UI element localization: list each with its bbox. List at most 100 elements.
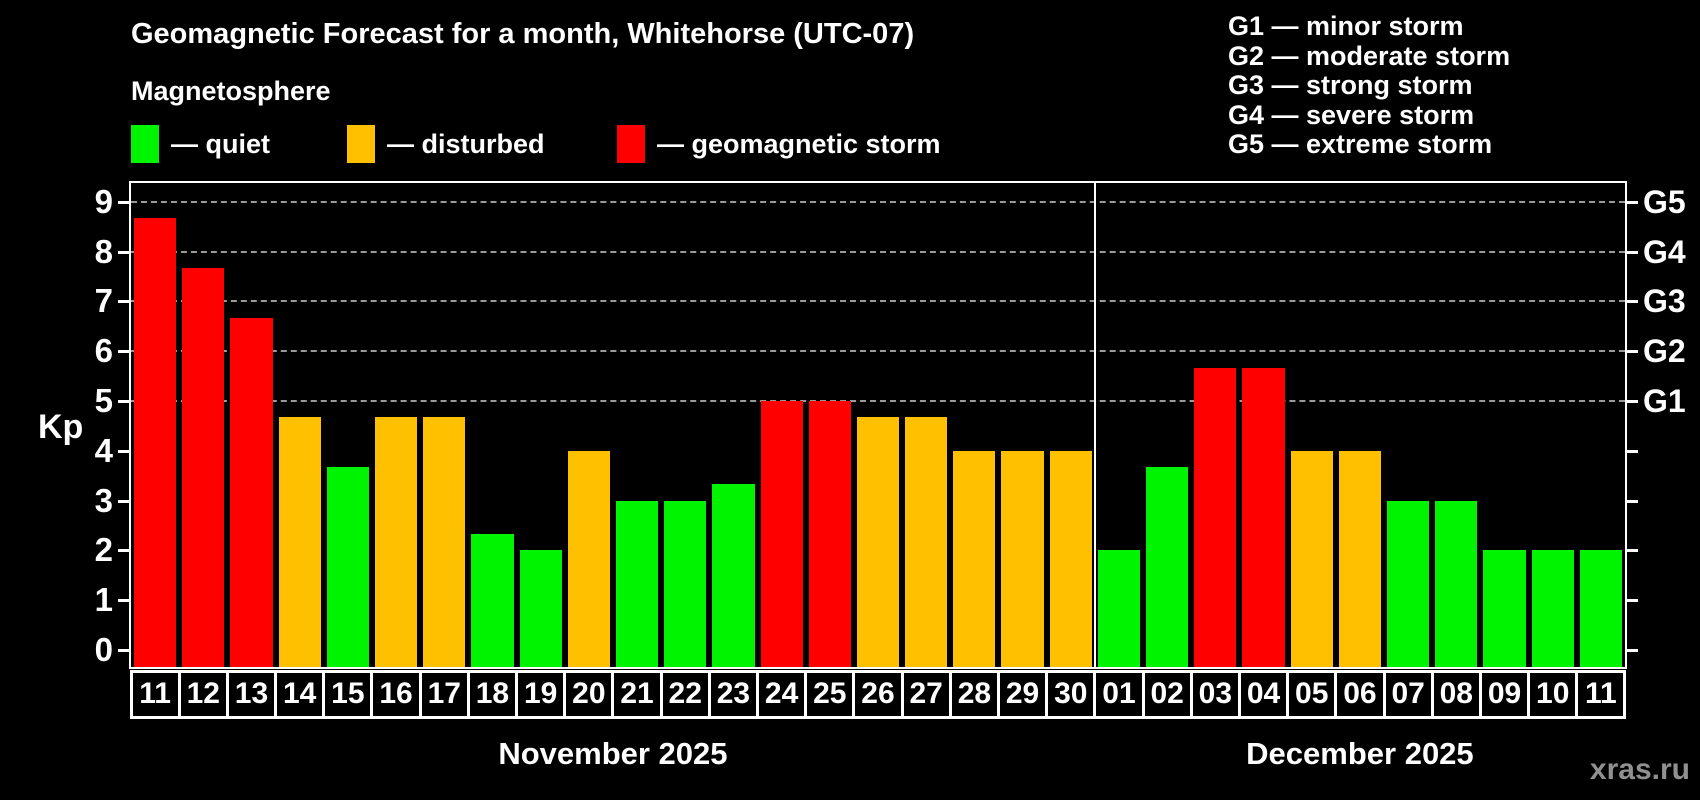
bar-nov-21 <box>615 500 659 667</box>
y-tick-label-2: 2 <box>94 531 113 569</box>
legend-label-storm: — geomagnetic storm <box>657 128 941 159</box>
legend-item-quiet: — quiet <box>131 124 270 164</box>
day-label-nov-19: 19 <box>515 670 567 719</box>
right-tick-kp-3 <box>1627 499 1638 503</box>
bar-dec-03 <box>1194 367 1237 667</box>
legend-swatch-disturbed <box>347 125 375 163</box>
bar-nov-12 <box>182 268 225 667</box>
right-tick-kp-0 <box>1627 649 1638 652</box>
day-label-nov-25: 25 <box>804 670 856 719</box>
g-scale-legend: G1 — minor storm G2 — moderate storm G3 — … <box>1228 11 1511 160</box>
right-axis-label-g4: G4 <box>1643 233 1686 270</box>
bar-nov-25 <box>808 401 851 667</box>
bar-nov-19 <box>519 550 562 667</box>
day-label-dec-05: 05 <box>1286 670 1338 719</box>
bar-nov-18 <box>471 533 514 667</box>
gridline-kp-7 <box>131 300 1625 303</box>
right-tick-kp-7 <box>1627 300 1638 304</box>
bar-dec-11 <box>1579 550 1622 667</box>
gridline-kp-8 <box>131 250 1625 253</box>
legend-label-disturbed: — disturbed <box>387 128 545 159</box>
day-label-nov-17: 17 <box>418 670 470 719</box>
month-divider <box>1093 183 1096 667</box>
right-axis-label-g1: G1 <box>1643 383 1686 419</box>
y-tick-label-4: 4 <box>94 431 113 469</box>
y-tick-label-3: 3 <box>94 481 113 519</box>
bar-nov-14 <box>278 417 321 667</box>
bar-nov-29 <box>1001 450 1044 667</box>
left-tick-kp-9 <box>118 200 129 204</box>
legend-swatch-storm <box>617 125 645 163</box>
left-tick-kp-2 <box>118 549 129 553</box>
right-axis-label-g5: G5 <box>1643 183 1686 220</box>
day-label-nov-12: 12 <box>177 670 229 719</box>
g-legend-line-g5: G5 — extreme storm <box>1228 129 1493 160</box>
bar-nov-26 <box>856 417 900 667</box>
bar-nov-27 <box>905 417 948 667</box>
day-label-nov-26: 26 <box>852 670 904 719</box>
bar-dec-02 <box>1146 467 1189 667</box>
right-tick-kp-2 <box>1627 549 1638 553</box>
gridline-kp-9 <box>131 200 1625 203</box>
left-tick-kp-7 <box>118 300 129 304</box>
bar-nov-24 <box>760 401 803 667</box>
y-tick-label-0: 0 <box>94 631 113 668</box>
legend-label-quiet: — quiet <box>171 128 270 159</box>
day-label-nov-13: 13 <box>225 670 278 719</box>
day-label-dec-02: 02 <box>1141 670 1193 719</box>
right-tick-kp-4 <box>1627 449 1638 453</box>
day-label-nov-11: 11 <box>129 670 181 719</box>
gridline-kp-6 <box>131 350 1625 353</box>
g-legend-line-g2: G2 — moderate storm <box>1228 40 1511 71</box>
y-tick-label-9: 9 <box>94 182 113 220</box>
day-label-nov-30: 30 <box>1045 670 1097 719</box>
bar-dec-06 <box>1338 450 1382 667</box>
day-label-nov-20: 20 <box>563 670 615 719</box>
left-tick-kp-0 <box>118 649 129 652</box>
y-tick-label-1: 1 <box>94 581 113 619</box>
day-label-nov-28: 28 <box>948 670 1000 719</box>
gridline-kp-5 <box>131 400 1625 402</box>
y-tick-label-7: 7 <box>94 282 113 320</box>
day-label-dec-06: 06 <box>1334 670 1386 719</box>
bar-nov-22 <box>664 500 707 667</box>
bar-nov-15 <box>326 467 369 667</box>
right-tick-kp-6 <box>1627 350 1638 354</box>
g-legend-line-g4: G4 — severe storm <box>1228 99 1475 130</box>
plot-area <box>129 181 1627 669</box>
bar-nov-16 <box>374 417 418 667</box>
left-tick-kp-1 <box>118 599 129 603</box>
chart-subtitle: Magnetosphere <box>131 76 331 106</box>
right-tick-kp-5 <box>1627 400 1638 403</box>
bar-nov-28 <box>953 450 996 667</box>
bar-nov-20 <box>567 450 610 667</box>
day-label-dec-03: 03 <box>1189 670 1241 719</box>
chart-title: Geomagnetic Forecast for a month, Whiteh… <box>131 18 915 50</box>
bar-dec-09 <box>1483 550 1526 667</box>
left-tick-kp-8 <box>118 250 129 254</box>
bar-dec-08 <box>1435 500 1478 667</box>
left-tick-kp-6 <box>118 350 129 354</box>
day-label-nov-15: 15 <box>322 670 374 719</box>
bar-nov-13 <box>230 317 273 667</box>
legend-item-disturbed: — disturbed <box>347 124 545 164</box>
left-tick-kp-4 <box>118 449 129 453</box>
bar-dec-07 <box>1387 500 1430 667</box>
day-label-dec-10: 10 <box>1527 670 1579 719</box>
day-label-nov-14: 14 <box>274 670 326 719</box>
day-label-dec-08: 08 <box>1430 670 1482 719</box>
y-tick-label-6: 6 <box>94 332 113 370</box>
right-tick-kp-9 <box>1627 200 1638 204</box>
day-label-nov-18: 18 <box>466 670 519 719</box>
right-axis-label-g2: G2 <box>1643 333 1686 370</box>
legend-item-storm: — geomagnetic storm <box>617 124 941 164</box>
y-axis-title: Kp <box>38 408 84 446</box>
right-tick-kp-1 <box>1627 599 1638 603</box>
g-legend-line-g1: G1 — minor storm <box>1228 11 1464 41</box>
y-tick-label-8: 8 <box>94 232 113 270</box>
left-tick-kp-3 <box>118 499 129 503</box>
day-label-dec-09: 09 <box>1478 670 1531 719</box>
right-axis-label-g3: G3 <box>1643 283 1686 320</box>
day-label-dec-11: 11 <box>1575 670 1627 719</box>
